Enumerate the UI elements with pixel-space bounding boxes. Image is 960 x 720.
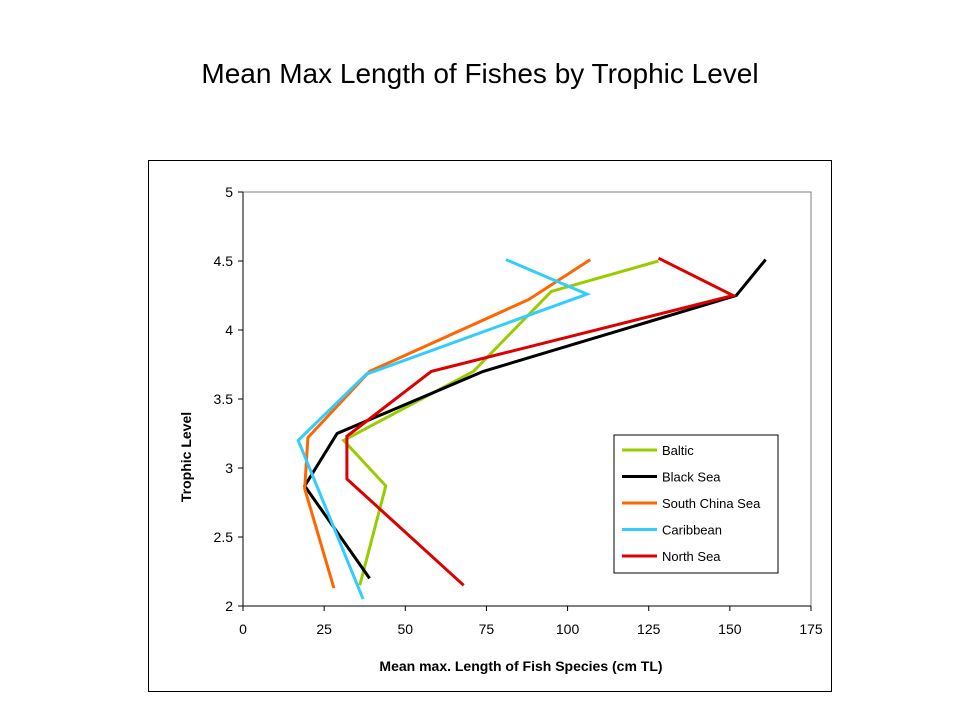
legend-item-label: Caribbean — [662, 523, 722, 538]
x-axis-label: Mean max. Length of Fish Species (cm TL) — [379, 658, 662, 674]
y-tick-label: 3.5 — [214, 391, 234, 407]
axes: 22.533.544.550 25 50 75 100 125 150 175 — [214, 184, 823, 637]
x-tick-label: 125 — [637, 621, 661, 637]
series-lines — [296, 256, 767, 600]
y-tick-label: 2.5 — [214, 529, 234, 545]
y-tick-label: 5 — [225, 184, 233, 200]
x-tick-label: 150 — [718, 621, 742, 637]
legend-item-label: North Sea — [662, 549, 721, 564]
x-tick-label: 75 — [479, 621, 495, 637]
x-tick-label: 50 — [397, 621, 413, 637]
series-line-black-sea — [302, 258, 767, 580]
x-tick-label: 100 — [556, 621, 580, 637]
legend-item-label: South China Sea — [662, 496, 761, 511]
chart-frame: 2 2.5 3 3.5 4 4.5 5 0 25 50 75 100 125 150 175 Baltic B… — [148, 160, 832, 692]
legend-item-label: Black Sea — [662, 470, 721, 485]
y-tick-label: 2 — [225, 598, 233, 614]
legend-item-label: Baltic — [662, 443, 694, 458]
x-tick-label: 0 — [239, 621, 247, 637]
series-line-north-sea — [345, 256, 738, 587]
legend: Baltic Black Sea South China Sea Caribbean N… — [613, 434, 779, 574]
line-chart: 22.533.544.550 25 50 75 100 125 150 175 BalticB… — [178, 184, 823, 674]
x-tick-label: 175 — [799, 621, 823, 637]
slide-title: Mean Max Length of Fishes by Trophic Lev… — [201, 58, 759, 89]
series-line-caribbean — [296, 258, 592, 600]
y-tick-label: 3 — [225, 460, 233, 476]
y-axis-label: Trophic Level — [178, 412, 194, 502]
series-line-south-china-sea — [303, 258, 592, 589]
y-tick-label: 4 — [225, 322, 233, 338]
series-line-baltic — [341, 259, 659, 586]
x-tick-label: 25 — [316, 621, 332, 637]
y-tick-label: 4.5 — [214, 253, 234, 269]
